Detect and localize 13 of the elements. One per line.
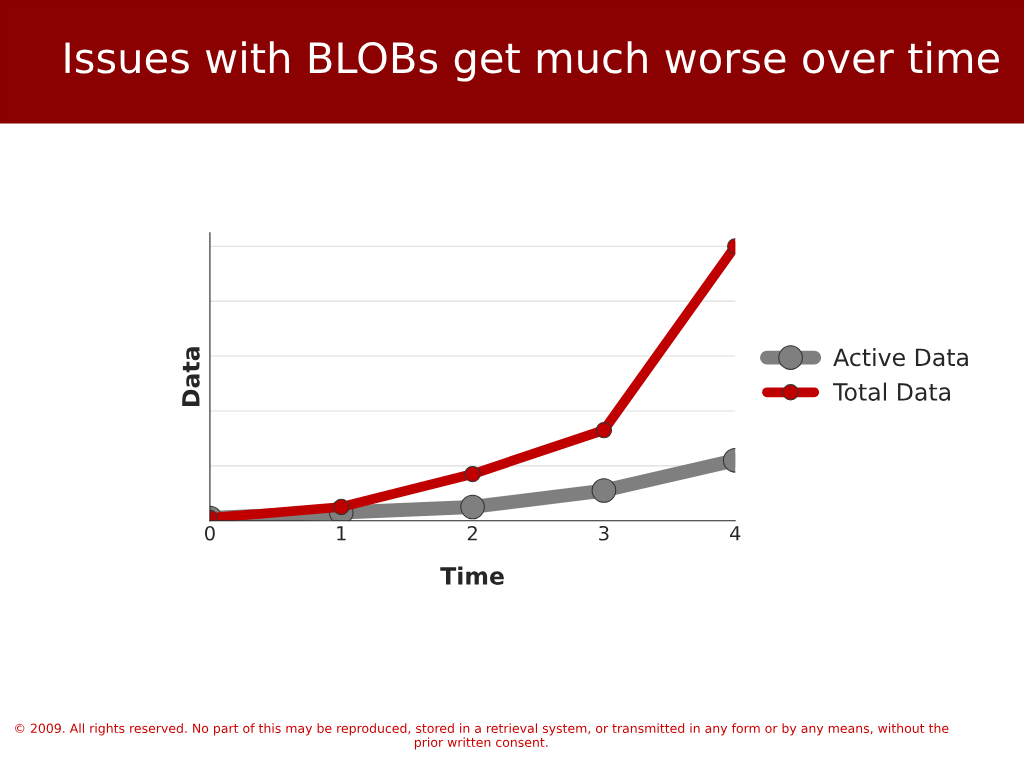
point [460, 494, 485, 520]
chart-title: Issues with BLOBs get much worse over time [65, 41, 999, 82]
text: © 2009. All rights reserved. No part of this may be reproduced, stored in a retrieval system, or transmitted in any form or by any means, without the prior written consent. [15, 723, 949, 750]
y-axis-title: Data [182, 347, 200, 406]
x-tick-label: 1 [337, 526, 346, 541]
x-tick-label: 3 [599, 525, 609, 541]
x-tick-label: 0 [205, 525, 215, 541]
x-tick-label: 2 [467, 525, 477, 541]
x-axis-title: Time [440, 566, 504, 585]
legend-label: Total Data [833, 382, 950, 401]
legend-label: Active Data [833, 347, 968, 367]
x-tick-label: 4 [730, 526, 741, 541]
point [464, 465, 481, 483]
